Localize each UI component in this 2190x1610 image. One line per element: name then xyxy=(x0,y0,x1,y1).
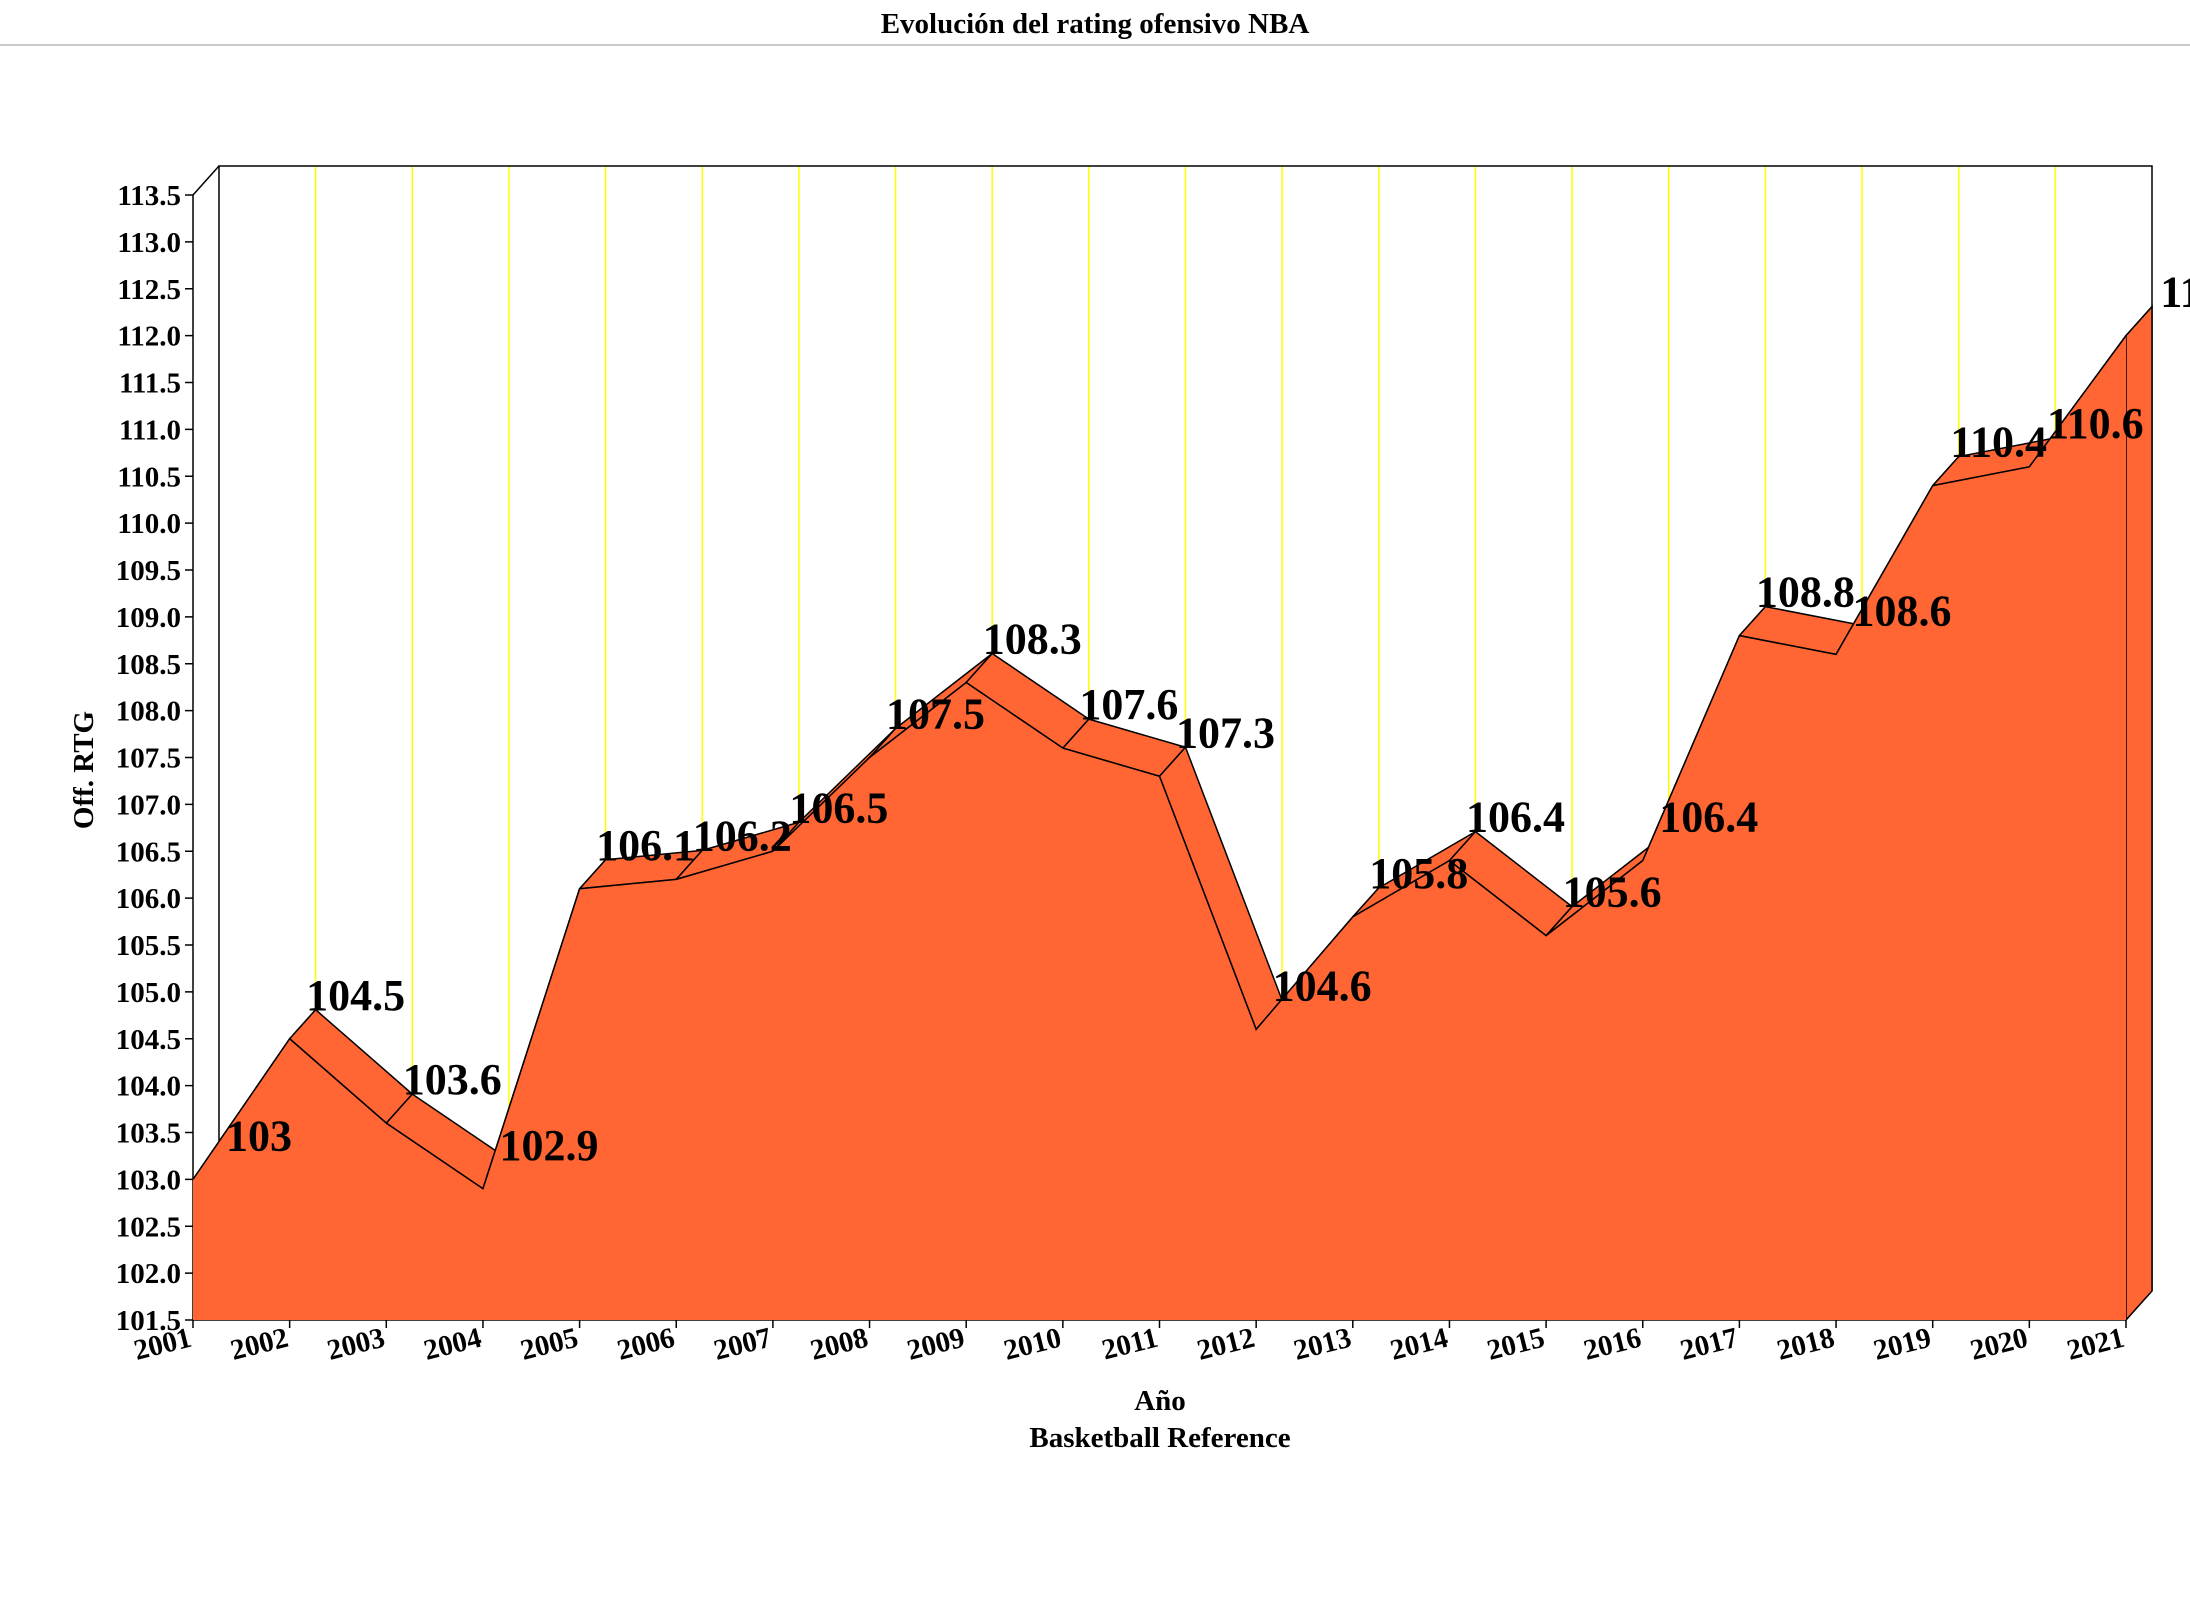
y-tick-label: 101.5 xyxy=(116,1305,181,1337)
x-tick-label: 2019 xyxy=(1870,1322,1934,1367)
x-tick-label: 2013 xyxy=(1290,1322,1354,1367)
y-tick-label: 105.5 xyxy=(116,930,181,962)
x-tick-label: 2020 xyxy=(1967,1322,2031,1367)
x-tick-label: 2007 xyxy=(711,1322,775,1367)
area-series xyxy=(192,304,2153,1322)
chart-source: Basketball Reference xyxy=(1029,1422,1290,1454)
data-label: 106.1 xyxy=(596,821,695,870)
y-tick-label: 108.5 xyxy=(116,649,181,681)
y-tick-label: 112.0 xyxy=(117,321,181,353)
x-tick-label: 2021 xyxy=(2064,1322,2128,1367)
x-tick-label: 2008 xyxy=(807,1322,871,1367)
y-tick-label: 104.5 xyxy=(116,1024,181,1056)
data-label: 110.4 xyxy=(1950,418,2047,467)
y-tick-label: 111.5 xyxy=(119,368,181,400)
data-label: 102.9 xyxy=(499,1121,598,1170)
data-label: 106.4 xyxy=(1466,793,1565,842)
y-axis-ticks: 101.5 102.0 102.5 103.0 103.5 104.0 104.5 105.0… xyxy=(116,180,193,1337)
data-label: 108.8 xyxy=(1756,568,1855,617)
y-tick-label: 106.5 xyxy=(116,836,181,868)
x-tick-label: 2011 xyxy=(1099,1322,1161,1367)
title-bar: Evolución del rating ofensivo NBA xyxy=(0,0,2190,46)
x-tick-label: 2016 xyxy=(1580,1322,1644,1367)
data-label: 108.6 xyxy=(1853,586,1952,635)
y-tick-label: 107.0 xyxy=(116,789,181,821)
x-tick-label: 2005 xyxy=(517,1322,581,1367)
y-tick-label: 112.5 xyxy=(117,274,181,306)
x-tick-label: 2003 xyxy=(324,1322,388,1367)
y-tick-label: 103.0 xyxy=(116,1164,181,1196)
y-tick-label: 105.0 xyxy=(116,977,181,1009)
area-front-face xyxy=(193,335,2126,1320)
y-tick-label: 107.5 xyxy=(116,743,181,775)
depth-edge-top xyxy=(192,165,220,196)
data-label: 112 xyxy=(2160,268,2190,317)
data-label: 110.6 xyxy=(2047,399,2144,448)
y-tick-label: 108.0 xyxy=(116,696,181,728)
y-tick-label: 103.5 xyxy=(116,1118,181,1150)
x-tick-label: 2015 xyxy=(1484,1322,1548,1367)
data-label: 104.5 xyxy=(306,971,405,1020)
y-tick-label: 113.0 xyxy=(117,227,181,259)
x-tick-label: 2004 xyxy=(421,1322,485,1367)
y-tick-label: 109.5 xyxy=(116,555,181,587)
y-tick-label: 109.0 xyxy=(116,602,181,634)
y-tick-label: 111.0 xyxy=(119,414,181,446)
x-tick-label: 2010 xyxy=(1001,1322,1065,1367)
data-label: 106.5 xyxy=(789,783,888,832)
y-tick-label: 113.5 xyxy=(117,180,181,212)
data-label: 106.2 xyxy=(693,811,792,860)
y-axis-title: Off. RTG xyxy=(68,711,100,829)
area-series-line xyxy=(192,335,2127,1190)
x-tick-label: 2006 xyxy=(614,1322,678,1367)
x-tick-label: 2017 xyxy=(1677,1322,1741,1367)
x-tick-label: 2018 xyxy=(1774,1322,1838,1367)
data-label: 107.3 xyxy=(1176,708,1275,757)
data-label: 107.5 xyxy=(886,690,985,739)
data-label: 107.6 xyxy=(1079,680,1178,729)
page-title: Evolución del rating ofensivo NBA xyxy=(880,8,1310,40)
x-tick-label: 2012 xyxy=(1194,1322,1258,1367)
x-tick-label: 2009 xyxy=(904,1322,968,1367)
data-label: 104.6 xyxy=(1273,961,1372,1010)
x-tick-label: 2002 xyxy=(227,1322,291,1367)
y-tick-label: 102.0 xyxy=(116,1258,181,1290)
y-tick-label: 106.0 xyxy=(116,883,181,915)
data-label: 108.3 xyxy=(983,615,1082,664)
y-tick-label: 110.5 xyxy=(117,461,181,493)
y-tick-label: 102.5 xyxy=(116,1211,181,1243)
data-label: 105.8 xyxy=(1369,849,1468,898)
x-axis-ticks: 2001 2002 2003 2004 2005 2006 2007 2008 2009 2010… xyxy=(131,1320,2128,1367)
data-label: 105.6 xyxy=(1563,868,1662,917)
data-label: 103.6 xyxy=(403,1055,502,1104)
data-label: 106.4 xyxy=(1659,793,1758,842)
x-tick-label: 2014 xyxy=(1387,1322,1451,1367)
y-tick-label: 110.0 xyxy=(117,508,181,540)
data-label: 103 xyxy=(226,1111,292,1160)
y-tick-label: 104.0 xyxy=(116,1071,181,1103)
x-axis-title: Año xyxy=(1134,1385,1186,1417)
area-side-face xyxy=(2125,304,2153,1322)
